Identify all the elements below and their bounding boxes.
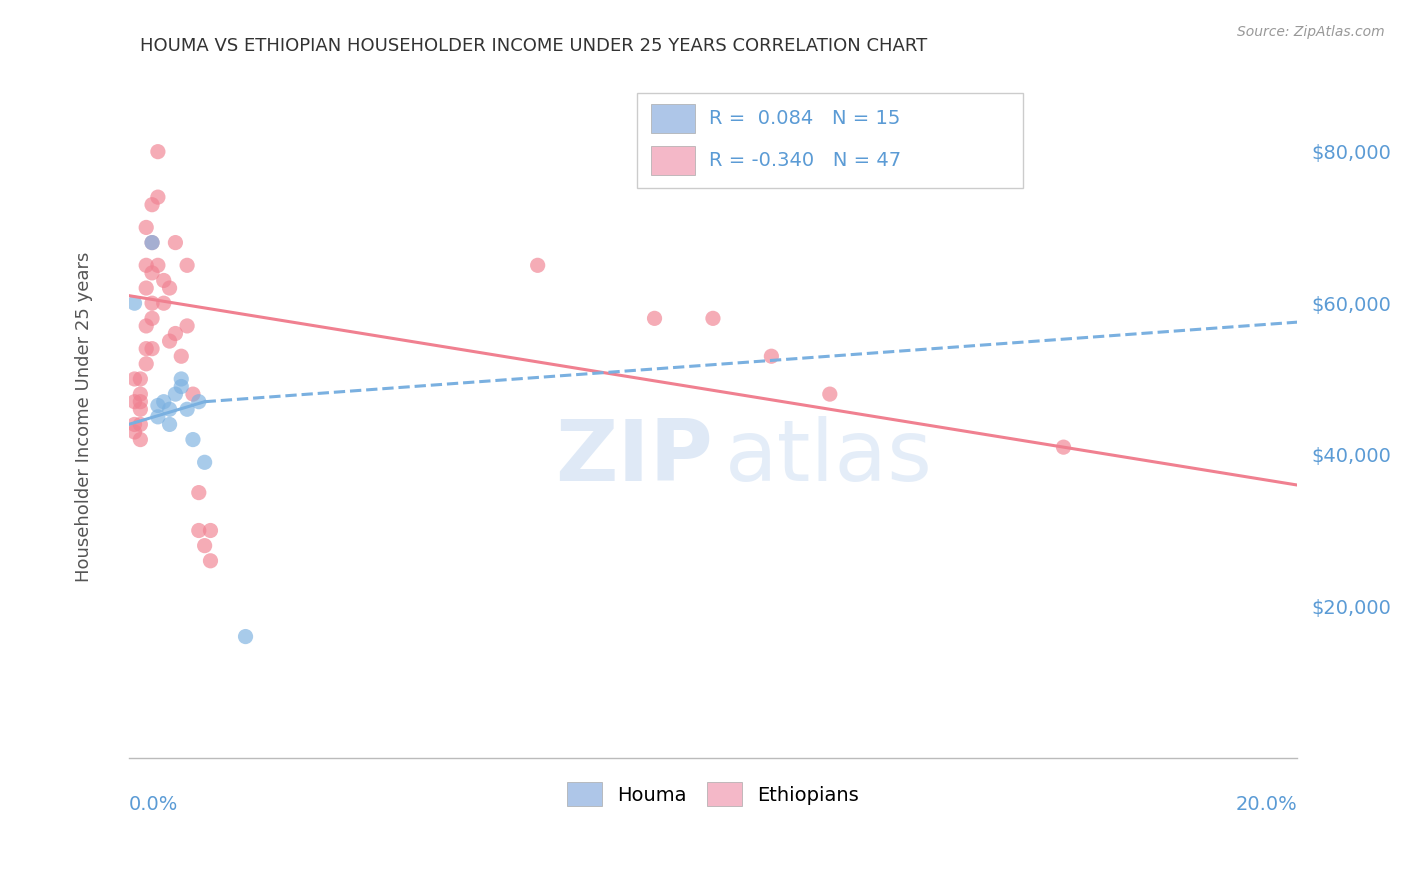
Point	[187, 485, 209, 500]
Point	[159, 402, 181, 417]
Point	[124, 296, 146, 310]
Point	[135, 220, 157, 235]
Point	[124, 417, 146, 432]
Point	[129, 372, 152, 386]
Point	[152, 273, 174, 287]
Point	[170, 372, 193, 386]
Legend: Houma, Ethiopians: Houma, Ethiopians	[567, 782, 859, 806]
Point	[141, 311, 163, 326]
Point	[181, 387, 204, 401]
Point	[176, 402, 198, 417]
Point	[141, 266, 163, 280]
Point	[135, 318, 157, 333]
Point	[146, 190, 169, 204]
Point	[152, 394, 174, 409]
Point	[135, 281, 157, 295]
Point	[129, 433, 152, 447]
Point	[194, 455, 217, 469]
Point	[761, 349, 783, 363]
Point	[146, 399, 169, 413]
Text: atlas: atlas	[724, 417, 932, 500]
Point	[124, 425, 146, 439]
Point	[129, 394, 152, 409]
Point	[141, 197, 163, 211]
Point	[129, 387, 152, 401]
Point	[159, 281, 181, 295]
Text: R = -0.340   N = 47: R = -0.340 N = 47	[710, 151, 901, 170]
Point	[152, 296, 174, 310]
Point	[170, 379, 193, 393]
Point	[159, 417, 181, 432]
Point	[200, 524, 222, 538]
Point	[141, 342, 163, 356]
Point	[644, 311, 666, 326]
Point	[146, 409, 169, 424]
Point	[200, 554, 222, 568]
Text: R =  0.084   N = 15: R = 0.084 N = 15	[710, 109, 901, 128]
Text: HOUMA VS ETHIOPIAN HOUSEHOLDER INCOME UNDER 25 YEARS CORRELATION CHART: HOUMA VS ETHIOPIAN HOUSEHOLDER INCOME UN…	[141, 37, 928, 55]
Point	[129, 402, 152, 417]
Point	[181, 433, 204, 447]
Text: Source: ZipAtlas.com: Source: ZipAtlas.com	[1237, 25, 1385, 39]
Point	[235, 630, 257, 644]
Point	[124, 372, 146, 386]
Point	[146, 145, 169, 159]
Point	[135, 342, 157, 356]
Point	[141, 235, 163, 250]
Point	[141, 296, 163, 310]
Point	[526, 258, 548, 272]
Point	[194, 539, 217, 553]
Point	[176, 318, 198, 333]
Point	[135, 357, 157, 371]
Point	[124, 394, 146, 409]
Point	[165, 326, 187, 341]
Point	[159, 334, 181, 348]
Point	[170, 349, 193, 363]
FancyBboxPatch shape	[637, 93, 1022, 188]
Point	[176, 258, 198, 272]
Text: ZIP: ZIP	[555, 417, 713, 500]
Text: Householder Income Under 25 years: Householder Income Under 25 years	[76, 252, 93, 582]
Text: 0.0%: 0.0%	[129, 796, 179, 814]
Text: 20.0%: 20.0%	[1236, 796, 1298, 814]
Point	[187, 394, 209, 409]
Point	[1052, 440, 1074, 454]
Point	[141, 235, 163, 250]
Point	[818, 387, 841, 401]
Point	[129, 417, 152, 432]
Point	[187, 524, 209, 538]
FancyBboxPatch shape	[651, 103, 696, 133]
Point	[165, 387, 187, 401]
Point	[135, 258, 157, 272]
FancyBboxPatch shape	[651, 146, 696, 175]
Point	[146, 258, 169, 272]
Point	[702, 311, 724, 326]
Point	[165, 235, 187, 250]
